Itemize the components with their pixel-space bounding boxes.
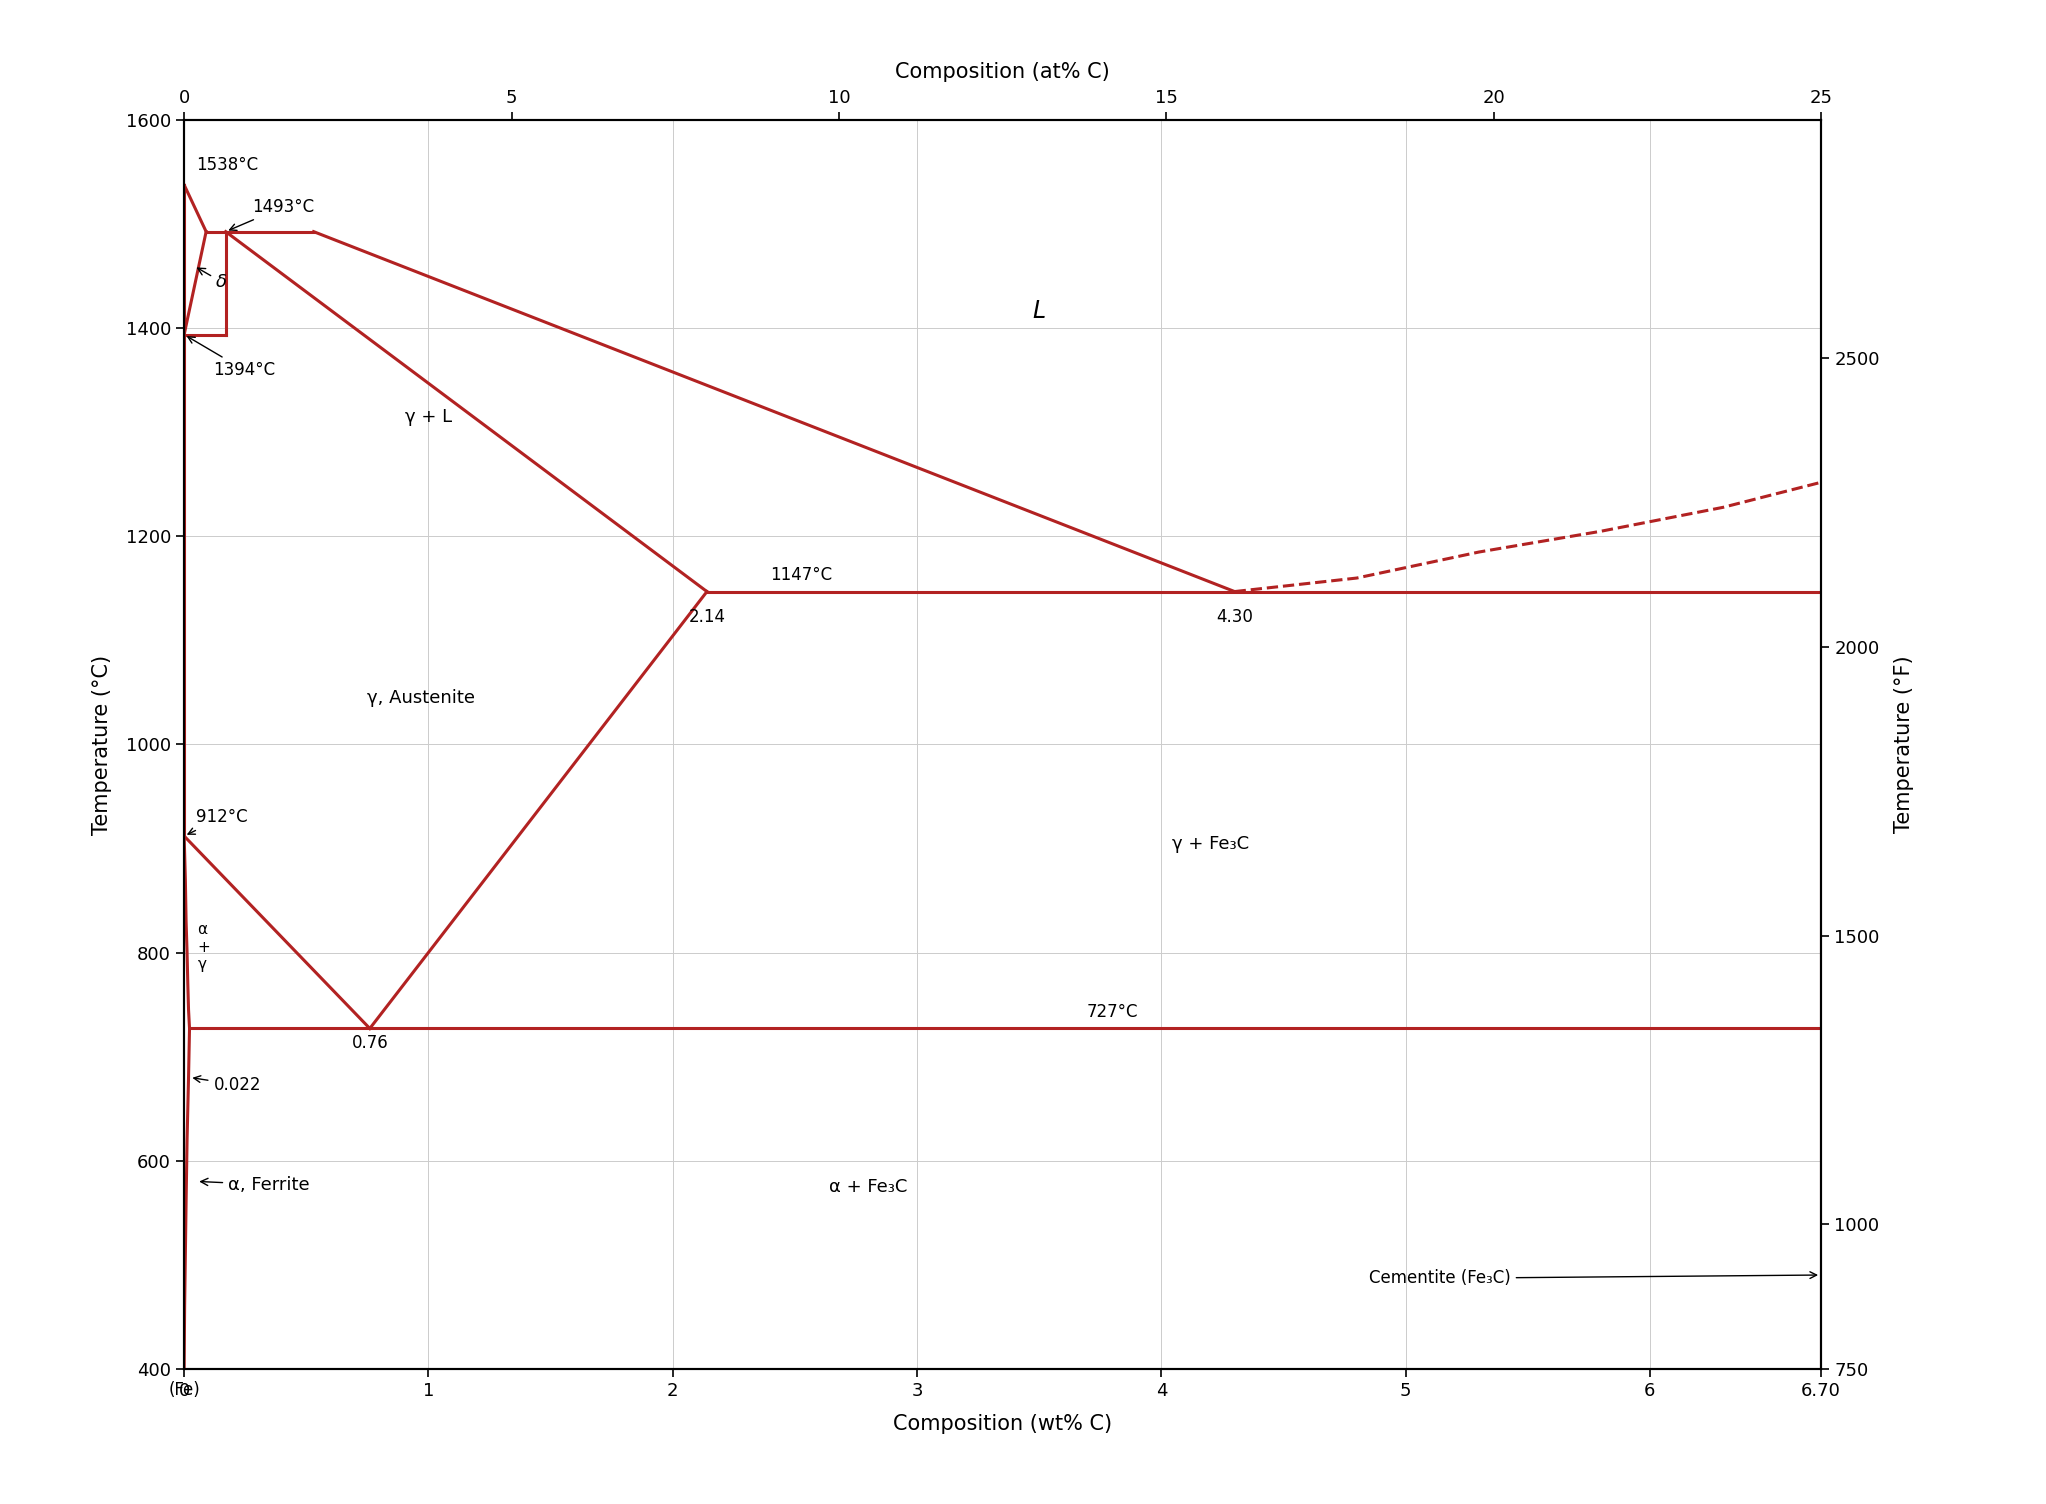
Text: 4.30: 4.30: [1215, 608, 1252, 626]
X-axis label: Composition (wt% C): Composition (wt% C): [892, 1414, 1113, 1433]
Y-axis label: Temperature (°F): Temperature (°F): [1893, 656, 1913, 833]
Text: 1538°C: 1538°C: [196, 156, 258, 174]
Text: 1394°C: 1394°C: [188, 337, 276, 379]
Text: α, Ferrite: α, Ferrite: [201, 1176, 309, 1194]
Text: γ, Austenite: γ, Austenite: [368, 689, 475, 707]
Text: 912°C: 912°C: [188, 809, 248, 835]
Text: 1147°C: 1147°C: [771, 566, 833, 584]
X-axis label: Composition (at% C): Composition (at% C): [896, 62, 1109, 83]
Text: 2.14: 2.14: [687, 608, 726, 626]
Text: δ: δ: [198, 268, 227, 290]
Text: (Fe): (Fe): [168, 1381, 201, 1399]
Text: L: L: [1033, 299, 1046, 323]
Text: γ + L: γ + L: [405, 408, 452, 426]
Text: 727°C: 727°C: [1086, 1003, 1138, 1021]
Y-axis label: Temperature (°C): Temperature (°C): [92, 654, 113, 835]
Text: 1493°C: 1493°C: [229, 199, 315, 230]
Text: Cementite (Fe₃C): Cementite (Fe₃C): [1369, 1269, 1817, 1287]
Text: 0.022: 0.022: [194, 1075, 262, 1093]
Text: γ + Fe₃C: γ + Fe₃C: [1172, 835, 1248, 853]
Text: 0.76: 0.76: [352, 1035, 389, 1053]
Text: α
+
γ: α + γ: [198, 922, 211, 972]
Text: α + Fe₃C: α + Fe₃C: [829, 1178, 906, 1196]
